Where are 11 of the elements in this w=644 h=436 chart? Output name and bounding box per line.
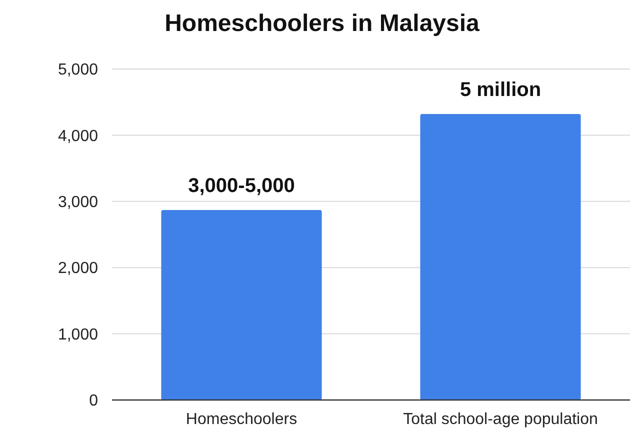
y-tick-label: 4,000	[58, 128, 98, 145]
y-tick-label: 3,000	[58, 194, 98, 211]
y-tick-label: 5,000	[58, 62, 98, 79]
chart-title: Homeschoolers in Malaysia	[164, 10, 480, 37]
y-tick-label: 0	[89, 392, 98, 410]
y-tick-label: 1,000	[58, 326, 98, 344]
annotation: 3,000-5,000	[188, 175, 295, 198]
x-tick-label: Homeschoolers	[186, 411, 298, 428]
y-tick-label: 2,000	[58, 260, 98, 278]
x-tick-label: Total school-age population	[403, 411, 598, 428]
annotation: 5 million	[460, 79, 542, 102]
